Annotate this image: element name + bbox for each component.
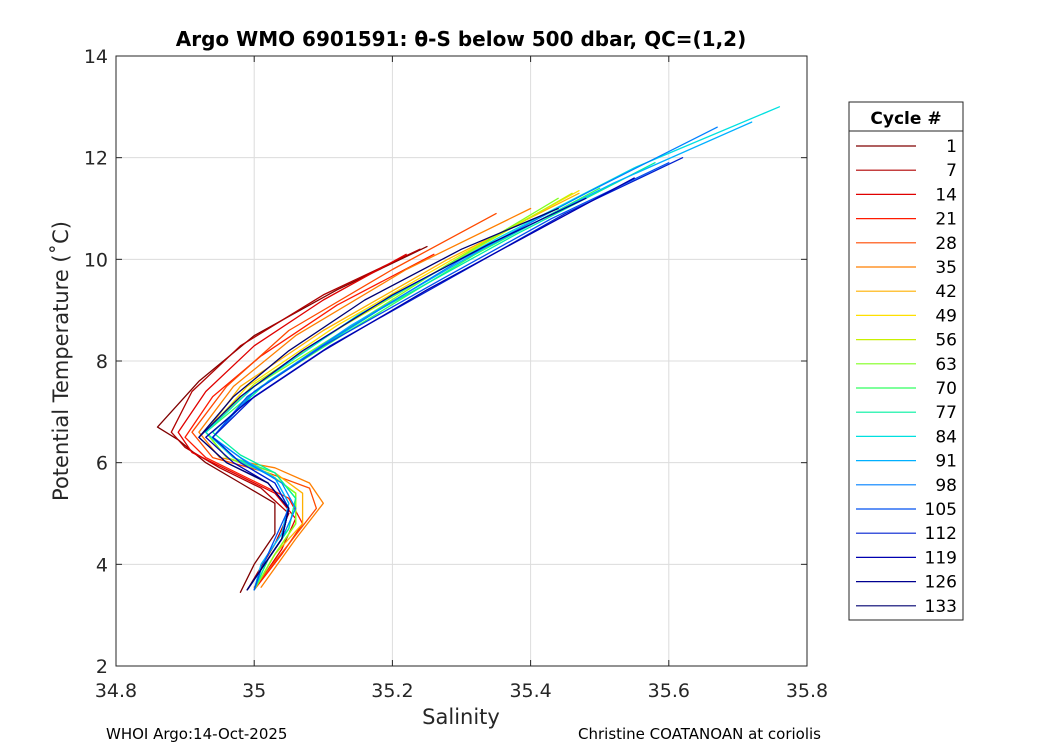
x-axis-label: Salinity (422, 705, 500, 729)
series-layer (156, 106, 781, 593)
series-line-cycle-14 (177, 253, 407, 591)
y-tick-label: 8 (96, 351, 108, 373)
y-tick-label: 10 (84, 249, 108, 271)
legend-label-cycle-133: 133 (925, 597, 957, 617)
grid-lines (116, 56, 807, 666)
legend-label-cycle-63: 63 (935, 355, 957, 375)
legend-label-cycle-119: 119 (925, 548, 957, 568)
legend-label-cycle-98: 98 (935, 476, 957, 496)
y-axis-label: Potential Temperature (˚C) (49, 221, 73, 501)
series-line-cycle-35 (198, 207, 532, 588)
legend-label-cycle-70: 70 (935, 379, 957, 399)
footer-right: Christine COATANOAN at coriolis (578, 725, 821, 743)
legend-label-cycle-14: 14 (935, 185, 957, 205)
y-tick-label: 2 (96, 656, 108, 678)
series-line-cycle-21 (184, 253, 435, 591)
legend-label-cycle-35: 35 (935, 258, 957, 278)
chart-title: Argo WMO 6901591: θ-S below 500 dbar, QC… (176, 27, 746, 51)
x-tick-label: 35.8 (786, 680, 828, 702)
y-tick-label: 6 (96, 453, 108, 475)
legend-label-cycle-1: 1 (946, 137, 957, 157)
legend-label-cycle-7: 7 (946, 161, 957, 181)
x-tick-label: 35.6 (648, 680, 690, 702)
legend: Cycle # 17142128354249566370778491981051… (848, 101, 964, 621)
x-tick-label: 34.8 (95, 680, 137, 702)
footer-left: WHOI Argo:14-Oct-2025 (106, 725, 288, 743)
y-tick-label: 14 (84, 46, 108, 68)
x-tick-label: 35.2 (371, 680, 413, 702)
y-axis-ticks: 2 4 6 8 10 12 14 (84, 46, 807, 678)
y-tick-label: 4 (96, 554, 108, 576)
series-line-cycle-133 (198, 207, 559, 591)
series-line-cycle-63 (205, 197, 559, 591)
y-tick-label: 12 (84, 148, 108, 170)
legend-label-cycle-91: 91 (935, 452, 957, 472)
legend-label-cycle-105: 105 (925, 500, 957, 520)
legend-label-cycle-56: 56 (935, 331, 957, 351)
legend-label-cycle-112: 112 (925, 524, 957, 544)
legend-label-cycle-49: 49 (935, 306, 957, 326)
legend-label-cycle-42: 42 (935, 282, 957, 302)
legend-label-cycle-84: 84 (935, 427, 957, 447)
legend-label-cycle-126: 126 (925, 573, 957, 593)
x-tick-label: 35.4 (509, 680, 551, 702)
x-tick-label: 35 (242, 680, 266, 702)
legend-label-cycle-77: 77 (935, 403, 957, 423)
legend-label-cycle-28: 28 (935, 234, 957, 254)
x-axis-ticks: 34.8 35 35.2 35.4 35.6 35.8 (95, 56, 828, 702)
series-line-cycle-28 (191, 212, 497, 588)
legend-title: Cycle # (870, 109, 941, 129)
legend-items: 1 7 14 21 28 35 42 49 56 63 70 77 84 91 98 105 112 119 126… (856, 137, 957, 617)
legend-label-cycle-21: 21 (935, 210, 957, 230)
